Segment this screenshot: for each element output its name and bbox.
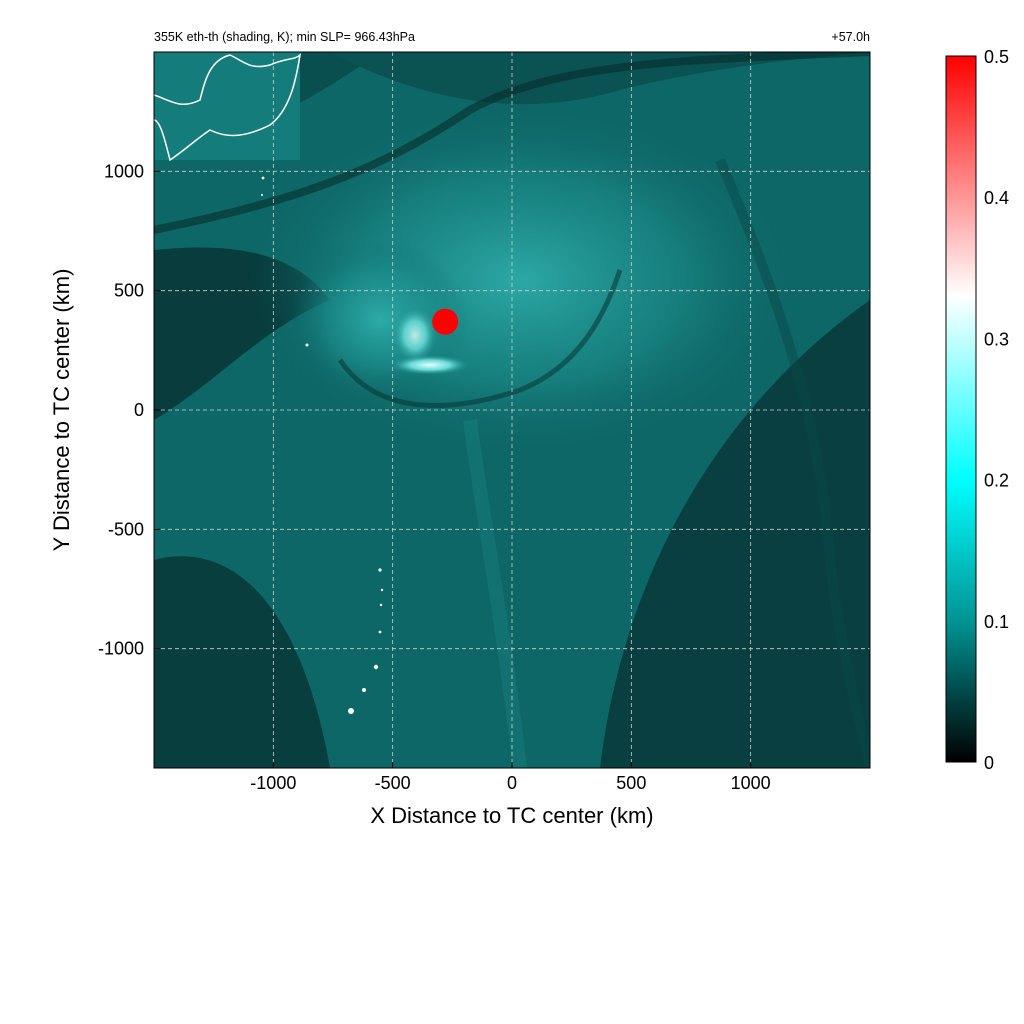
colorbar-ticks: 0 0.1 0.2 0.3 0.4 0.5 bbox=[984, 47, 1009, 773]
coastline bbox=[154, 52, 302, 162]
y-axis-label: Y Distance to TC center (km) bbox=[49, 269, 74, 552]
y-tick-label: -1000 bbox=[98, 639, 144, 659]
forecast-hour-label: +57.0h bbox=[831, 30, 870, 44]
x-tick-label: -1000 bbox=[250, 773, 296, 793]
x-tick-label: 1000 bbox=[731, 773, 771, 793]
x-tick-label: 0 bbox=[507, 773, 517, 793]
colorbar-tick-label: 0.2 bbox=[984, 471, 1009, 491]
tc-core-maximum bbox=[432, 308, 459, 335]
y-tick-label: 1000 bbox=[104, 161, 144, 181]
x-axis: -1000 -500 0 500 1000 bbox=[250, 762, 771, 793]
grid-lines bbox=[154, 52, 870, 768]
chart-title: 355K eth-th (shading, K); min SLP= 966.4… bbox=[154, 30, 415, 44]
x-axis-label: X Distance to TC center (km) bbox=[370, 803, 653, 828]
colorbar-tick-label: 0.5 bbox=[984, 47, 1009, 67]
y-tick-label: 0 bbox=[134, 400, 144, 420]
x-tick-label: 500 bbox=[616, 773, 646, 793]
island-chain bbox=[261, 176, 384, 714]
colorbar bbox=[945, 55, 977, 763]
colorbar-tick-label: 0 bbox=[984, 753, 994, 773]
x-tick-label: -500 bbox=[375, 773, 411, 793]
y-tick-label: 500 bbox=[114, 281, 144, 301]
colorbar-tick-label: 0.3 bbox=[984, 329, 1009, 349]
colorbar-tick-label: 0.1 bbox=[984, 612, 1009, 632]
y-tick-label: -500 bbox=[108, 519, 144, 539]
colorbar-tick-label: 0.4 bbox=[984, 188, 1009, 208]
y-axis: -1000 -500 0 500 1000 bbox=[98, 161, 160, 659]
